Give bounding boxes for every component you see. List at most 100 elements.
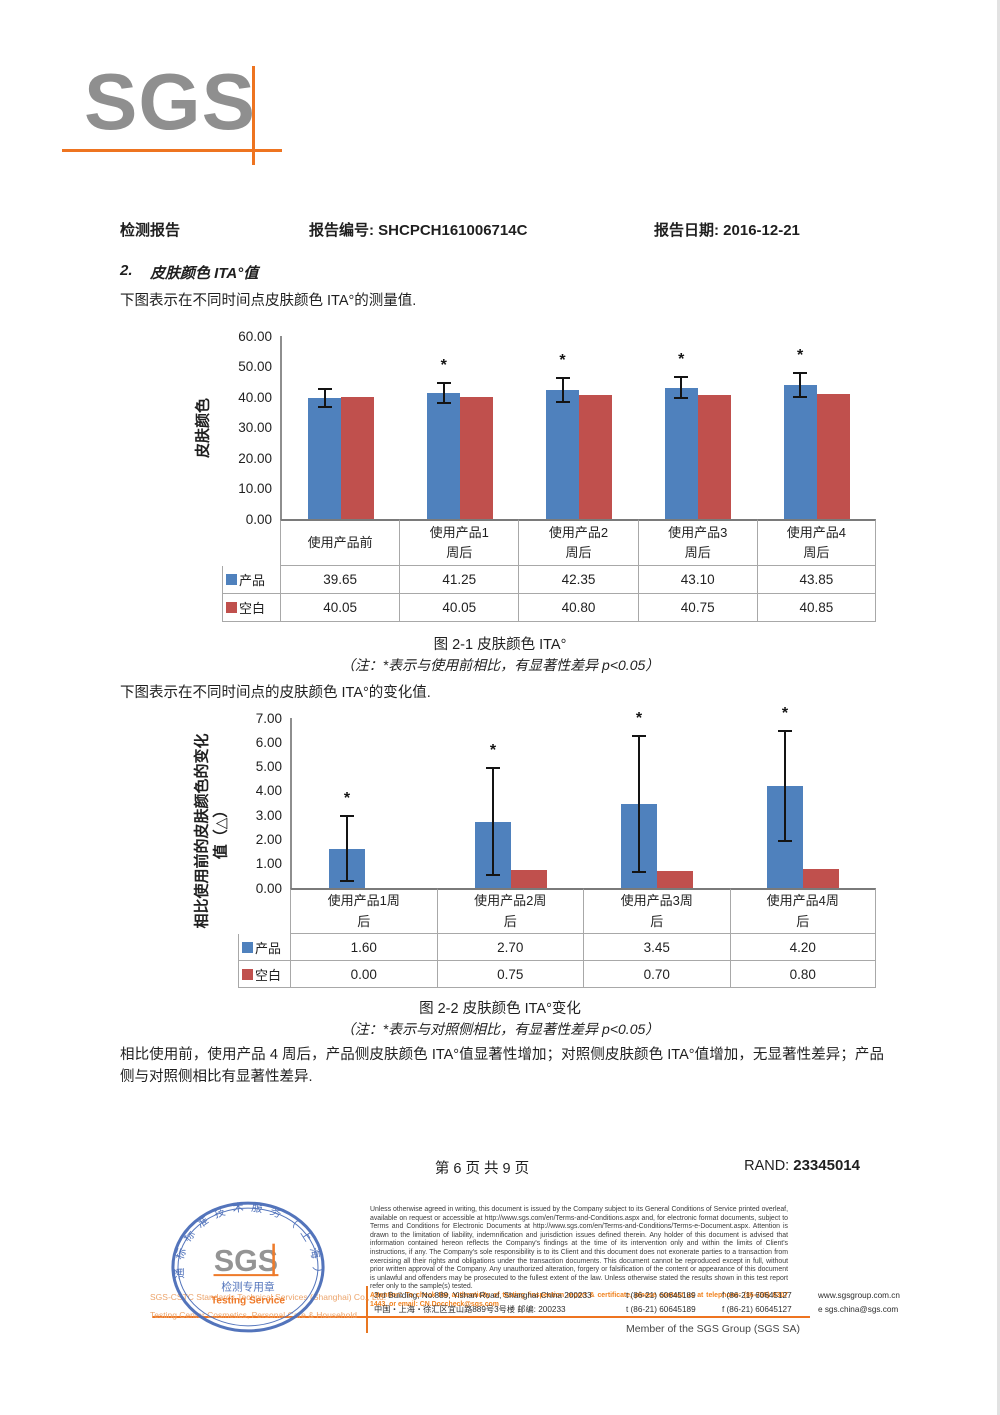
plot-area: * * * *	[280, 336, 876, 519]
category-label: 使用产品2周后	[436, 888, 583, 934]
value-cell: 39.65	[280, 566, 400, 594]
y-tick-label: 0.00	[255, 880, 282, 896]
error-cap-top	[486, 766, 500, 769]
y-tick-label: 0.00	[245, 511, 272, 527]
y-axis-ticks: 7.00 6.00 5.00 4.00 3.00 2.00 1.00 0.00	[238, 700, 290, 896]
legend-swatch	[226, 574, 237, 585]
y-tick-label: 6.00	[255, 734, 282, 750]
address-block: 3rd Building, No.889, Yishan Road, Shang…	[374, 1289, 902, 1317]
chart-figure-2-2: 相比使用前的皮肤颜色的变化 值（△） 7.00 6.00 5.00 4.00 3.00 2.0…	[186, 700, 876, 988]
doc-type-label: 检测报告	[120, 222, 181, 239]
error-cap-bottom	[486, 873, 500, 876]
y-tick-label: 40.00	[238, 389, 272, 405]
chart-1-note: （注：*表示与使用前相比，有显著性差异 p<0.05）	[340, 657, 660, 673]
website: www.sgsgroup.com.cn	[818, 1291, 900, 1300]
category-label-line: 周后	[565, 545, 592, 560]
legend-cell: 空白	[222, 594, 280, 622]
footer-smallprint: Unless otherwise agreed in writing, this…	[370, 1206, 788, 1309]
category-label-line: 使用产品2	[548, 524, 609, 540]
error-bar	[793, 372, 808, 398]
bar-产品	[783, 385, 817, 519]
chart-main: 60.00 50.00 40.00 30.00 20.00 10.00 0.00 * * * * 使用…	[222, 323, 876, 622]
error-cap-bottom	[340, 879, 354, 882]
footer-orange-rule	[152, 1316, 810, 1318]
error-bar	[632, 735, 646, 874]
category-label-line: 周后	[684, 545, 711, 560]
sgs-logo: SGS	[84, 57, 256, 146]
legend-label: 产品	[255, 940, 282, 956]
value-cell: 0.80	[729, 961, 876, 988]
bar-空白	[511, 869, 547, 888]
plot-row: 60.00 50.00 40.00 30.00 20.00 10.00 0.00 * * * *	[222, 323, 876, 527]
error-cap-bottom	[317, 405, 332, 408]
stamp-sgs-logo: SGS	[214, 1244, 278, 1278]
y-tick-label: 10.00	[238, 481, 272, 496]
significance-asterisk: *	[343, 790, 351, 808]
value-cell: 40.80	[518, 594, 638, 622]
bar-空白	[697, 394, 731, 519]
data-table: 使用产品前 使用产品1 周后 使用产品2 周后 使用产品3 周后 使用产品4 周后 产品 39.65…	[222, 519, 876, 622]
category-label-line: 周后	[446, 545, 473, 560]
category-label: 使用产品4 周后	[756, 519, 876, 566]
attention-text: Attention: To check the authenticity of …	[370, 1291, 788, 1308]
bar-产品	[546, 389, 579, 519]
value-cell: 40.85	[756, 594, 876, 622]
value-cell: 0.70	[583, 961, 730, 988]
error-bar	[317, 388, 332, 408]
y-tick-label: 5.00	[255, 759, 282, 775]
significance-asterisk: *	[678, 350, 685, 368]
email: e sgs.china@sgs.com	[818, 1305, 899, 1314]
category-label-line: 使用产品前	[307, 534, 373, 550]
company-name-line-2: Testing Center Cosmetics, Personal Care …	[150, 1310, 357, 1320]
chart-1-caption: 图 2-1 皮肤颜色 ITA°	[433, 637, 567, 653]
data-table: 使用产品1周后使用产品2周后使用产品3周后使用产品4周后产品 1.60 2.70 3.…	[238, 888, 876, 988]
category-label: 使用产品4周后	[729, 888, 876, 934]
error-cap-top	[555, 376, 570, 379]
fax-en: f (86-21) 60645127	[722, 1291, 792, 1300]
report-date: 报告日期: 2016-12-21	[654, 222, 800, 239]
value-cell: 40.75	[637, 594, 757, 622]
bar-空白	[803, 868, 839, 888]
y-tick-label: 1.00	[255, 856, 282, 872]
significance-asterisk: *	[635, 710, 643, 727]
y-axis-label-line: 皮肤颜色	[194, 397, 212, 459]
error-bar	[436, 382, 451, 405]
y-tick-label: 20.00	[238, 450, 272, 466]
error-cap-top	[340, 815, 354, 818]
category-label-line: 使用产品1	[429, 524, 489, 540]
legend-cell: 空白	[238, 961, 290, 988]
bar-产品	[308, 398, 342, 519]
address-row-en: 3rd Building, No.889, Yishan Road, Shang…	[374, 1289, 902, 1303]
y-axis-label-line: 值（△）	[212, 802, 229, 860]
y-axis-label: 相比使用前的皮肤颜色的变化 值（△）	[186, 700, 238, 988]
error-cap-bottom	[674, 397, 689, 400]
rand-label: RAND:	[744, 1158, 790, 1174]
bar-空白	[657, 871, 693, 888]
y-tick-label: 50.00	[238, 359, 272, 374]
tel-cn: t (86-21) 60645189	[626, 1305, 696, 1314]
value-cell: 0.75	[436, 961, 583, 988]
company-name-lines: SGS-CSTC Standards Technical Services (S…	[150, 1288, 386, 1324]
value-cell: 40.05	[280, 594, 400, 622]
y-axis-label-text: 皮肤颜色	[195, 398, 214, 458]
y-tick-label: 4.00	[255, 783, 282, 799]
plot-row: 7.00 6.00 5.00 4.00 3.00 2.00 1.00 0.00 * * * *	[238, 700, 876, 896]
intro-measured-text: 下图表示在不同时间点皮肤颜色 ITA°的测量值.	[120, 293, 417, 309]
error-bar	[555, 376, 570, 404]
report-number: 报告编号: SHCPCH161006714C	[309, 222, 528, 239]
rand-code: RAND: 23345014	[744, 1157, 860, 1174]
address-row-cn: 中国・上海・徐汇区宜山路889号3号楼 邮编: 200233 t (86-21)…	[374, 1303, 902, 1317]
error-cap-top	[632, 735, 646, 738]
category-label-line: 周后	[803, 545, 830, 560]
section-title: 皮肤颜色 ITA°值	[150, 265, 259, 282]
address-cn: 中国・上海・徐汇区宜山路889号3号楼 邮编: 200233	[374, 1305, 566, 1314]
legend-label: 空白	[255, 967, 282, 983]
bar-产品	[427, 393, 461, 519]
category-label: 使用产品3 周后	[637, 519, 757, 566]
legend-label: 空白	[239, 601, 266, 616]
category-label-line: 使用产品4	[786, 524, 846, 540]
conclusion-text: 相比使用前，使用产品 4 周后，产品侧皮肤颜色 ITA°值显著性增加；对照侧皮肤…	[120, 1047, 884, 1086]
error-cap-top	[436, 382, 451, 385]
page-number: 第 6 页 共 9 页	[434, 1161, 530, 1177]
error-cap-top	[793, 372, 808, 374]
